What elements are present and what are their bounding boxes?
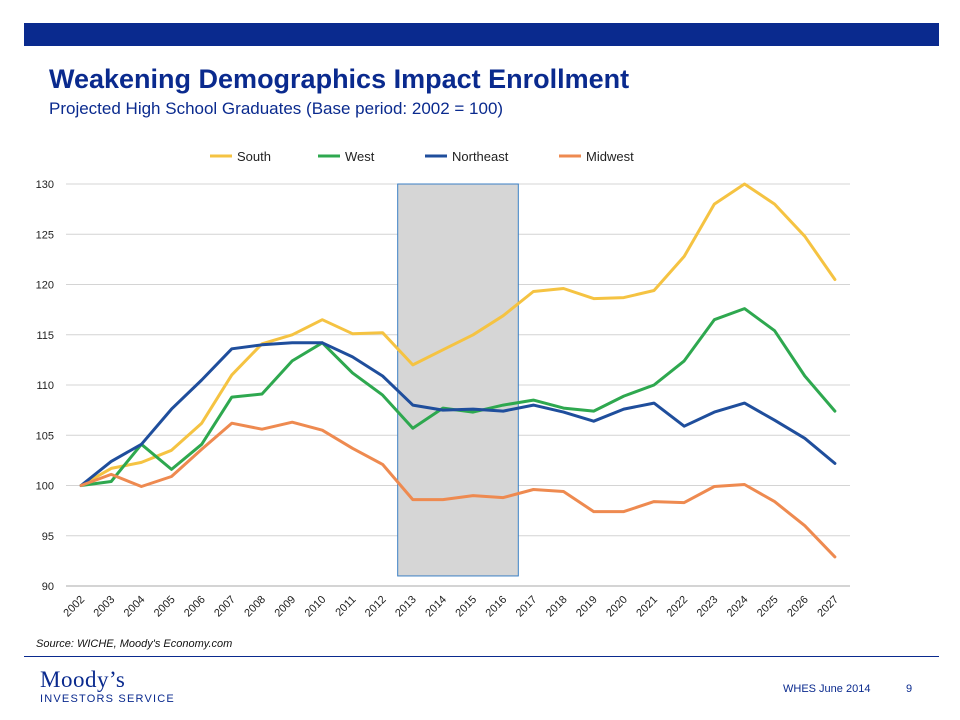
page-number: 9 xyxy=(906,683,913,695)
x-tick-label: 2011 xyxy=(333,594,358,619)
legend-label-northeast: Northeast xyxy=(452,149,509,164)
slide-subtitle: Projected High School Graduates (Base pe… xyxy=(49,99,504,118)
y-tick-label: 130 xyxy=(36,179,54,191)
x-tick-label: 2019 xyxy=(574,594,600,620)
x-tick-label: 2015 xyxy=(453,594,479,620)
x-tick-label: 2024 xyxy=(725,594,751,620)
logo-tagline: INVESTORS SERVICE xyxy=(40,693,175,705)
x-tick-label: 2008 xyxy=(242,594,268,620)
x-tick-label: 2009 xyxy=(272,594,298,620)
x-tick-label: 2012 xyxy=(363,594,389,620)
x-tick-label: 2006 xyxy=(182,594,208,620)
legend-label-west: West xyxy=(345,149,375,164)
y-tick-label: 100 xyxy=(36,481,54,493)
x-tick-label: 2014 xyxy=(423,594,449,620)
y-tick-label: 115 xyxy=(36,330,54,342)
footer-divider xyxy=(24,656,939,657)
y-tick-label: 120 xyxy=(36,280,54,292)
source-note: Source: WICHE, Moody's Economy.com xyxy=(36,638,233,650)
x-tick-label: 2020 xyxy=(604,594,630,620)
x-tick-label: 2010 xyxy=(303,594,329,620)
x-tick-label: 2003 xyxy=(92,594,118,620)
y-tick-label: 95 xyxy=(42,531,54,543)
x-tick-label: 2002 xyxy=(61,594,87,620)
y-tick-label: 125 xyxy=(36,229,54,241)
series-line-midwest xyxy=(79,420,837,559)
series-line-south xyxy=(79,182,837,487)
logo-wordmark: Moody’s xyxy=(40,667,126,692)
footer-label: WHES June 2014 xyxy=(783,683,871,695)
y-tick-label: 90 xyxy=(42,581,54,593)
legend-label-south: South xyxy=(237,149,271,164)
highlight-band xyxy=(397,183,519,577)
legend-label-midwest: Midwest xyxy=(586,149,634,164)
x-tick-label: 2021 xyxy=(634,594,660,620)
x-tick-label: 2018 xyxy=(544,594,570,620)
x-tick-label: 2007 xyxy=(212,594,238,620)
x-tick-label: 2023 xyxy=(695,594,721,620)
slide-title: Weakening Demographics Impact Enrollment xyxy=(49,64,630,94)
x-tick-label: 2022 xyxy=(664,594,690,620)
series-line-northeast xyxy=(79,341,837,487)
x-tick-label: 2005 xyxy=(152,594,178,620)
moodys-logo: Moody’s INVESTORS SERVICE xyxy=(40,668,175,705)
x-tick-label: 2026 xyxy=(785,594,811,620)
x-tick-label: 2013 xyxy=(393,594,419,620)
y-tick-label: 110 xyxy=(36,380,54,392)
top-banner-bar xyxy=(24,23,939,46)
x-tick-label: 2025 xyxy=(755,594,781,620)
x-tick-label: 2016 xyxy=(484,594,510,620)
x-tick-label: 2017 xyxy=(514,594,540,620)
x-tick-label: 2004 xyxy=(122,594,148,620)
x-tick-label: 2027 xyxy=(815,594,841,620)
y-tick-label: 105 xyxy=(36,430,54,442)
